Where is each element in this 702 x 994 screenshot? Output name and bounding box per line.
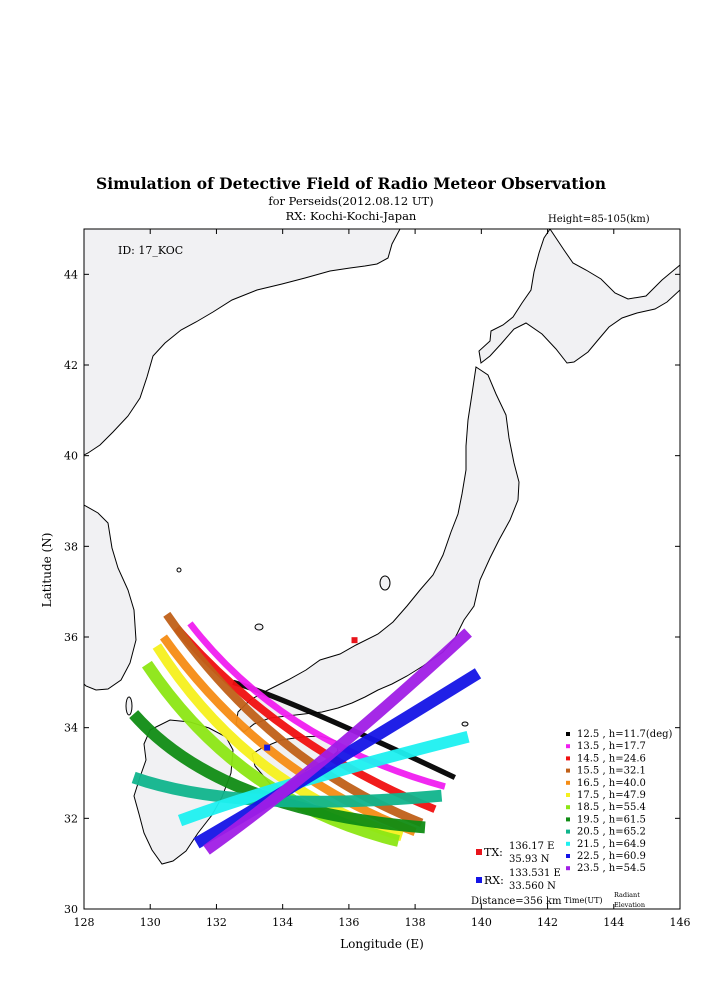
x-tick-label: 142	[537, 916, 558, 929]
rx-lat: 33.560 N	[509, 881, 556, 892]
legend-swatch	[566, 866, 570, 871]
axis-ticks: 128 130 132 134 136 138 140 142 144 146 30 32 34 36 38…	[64, 229, 691, 929]
x-tick-label: 136	[338, 916, 359, 929]
rx-swatch	[476, 877, 482, 883]
sado-island	[379, 575, 391, 591]
radiant-label: Radiant	[614, 891, 640, 899]
tsushima-island	[125, 696, 133, 716]
band-series	[187, 621, 446, 790]
legend-entry: 15.5 , h=32.1	[577, 766, 646, 777]
detection-bands	[129, 611, 482, 855]
legend-swatch	[566, 756, 570, 761]
x-tick-label: 140	[471, 916, 492, 929]
time-label: Time(UT)	[564, 896, 603, 905]
legend-entry: 17.5 , h=47.9	[577, 790, 646, 801]
legend-swatch	[566, 744, 570, 749]
legend-swatch	[566, 854, 570, 858]
band-series	[193, 668, 482, 849]
x-axis-label: Longitude (E)	[340, 937, 424, 951]
y-tick-label: 32	[64, 812, 78, 825]
legend-swatch	[566, 829, 570, 834]
y-axis-label: Latitude (N)	[40, 533, 54, 608]
mainland-coast	[84, 229, 401, 456]
rx-label: RX:	[484, 874, 504, 887]
legend-entry: 21.5 , h=64.9	[577, 839, 646, 850]
chart-title: Simulation of Detective Field of Radio M…	[96, 174, 606, 193]
y-tick-label: 44	[64, 268, 78, 281]
receiver-line: RX: Kochi-Kochi-Japan	[285, 209, 417, 223]
elevation-label: Elevation	[614, 901, 645, 909]
hokkaido-coast	[478, 229, 680, 364]
band-series	[141, 660, 400, 847]
honshu-coast	[235, 366, 520, 733]
rx-lon: 133.531 E	[509, 868, 561, 879]
y-tick-label: 40	[64, 450, 78, 463]
tx-lon: 136.17 E	[509, 841, 554, 852]
chart-subtitle: for Perseids(2012.08.12 UT)	[268, 194, 434, 208]
legend-entry: 23.5 , h=54.5	[577, 863, 646, 874]
korea-coast	[84, 504, 137, 691]
legend-entry: 14.5 , h=24.6	[577, 753, 646, 764]
x-tick-label: 146	[670, 916, 691, 929]
station-markers	[264, 637, 358, 751]
legend-swatch	[566, 732, 570, 736]
legend-entry: 12.5 , h=11.7(deg)	[577, 729, 673, 740]
oki-island	[254, 623, 264, 631]
legend-swatch	[566, 817, 570, 822]
y-tick-label: 38	[64, 540, 78, 553]
legend-entry: 20.5 , h=65.2	[577, 827, 646, 838]
x-tick-label: 144	[603, 916, 624, 929]
legend-entry: 13.5 , h=17.7	[577, 741, 646, 752]
band-series	[159, 634, 417, 836]
x-tick-label: 132	[206, 916, 227, 929]
id-label: ID: 17_KOC	[118, 244, 183, 257]
band-series	[203, 628, 472, 855]
x-tick-label: 128	[74, 916, 95, 929]
tx-marker	[351, 637, 358, 644]
distance-label: Distance=356 km	[471, 896, 562, 907]
legend-entry: 18.5 , h=55.4	[577, 802, 646, 813]
legend-swatch	[566, 841, 570, 846]
legend-entry: 22.5 , h=60.9	[577, 851, 646, 862]
y-tick-label: 36	[64, 631, 78, 644]
rishiri-island	[176, 567, 182, 573]
plot-frame	[83, 228, 681, 910]
x-tick-label: 130	[140, 916, 161, 929]
legend-swatch	[566, 793, 570, 797]
legend-entry: 16.5 , h=40.0	[577, 778, 646, 789]
height-label: Height=85-105(km)	[548, 214, 650, 225]
rx-marker	[264, 744, 271, 751]
izu-island	[461, 721, 469, 727]
tx-swatch	[476, 849, 482, 855]
y-tick-label: 42	[64, 359, 78, 372]
legend-swatch	[566, 805, 570, 810]
legend-swatch	[566, 768, 570, 773]
y-tick-label: 30	[64, 903, 78, 916]
x-tick-label: 138	[405, 916, 426, 929]
tx-label: TX:	[484, 846, 503, 859]
legend-swatch	[566, 780, 570, 785]
y-tick-label: 34	[64, 722, 78, 735]
legend: 12.5 , h=11.7(deg)13.5 , h=17.714.5 , h=…	[566, 729, 673, 874]
x-tick-label: 134	[272, 916, 293, 929]
tx-lat: 35.93 N	[509, 854, 550, 865]
legend-entry: 19.5 , h=61.5	[577, 814, 646, 825]
